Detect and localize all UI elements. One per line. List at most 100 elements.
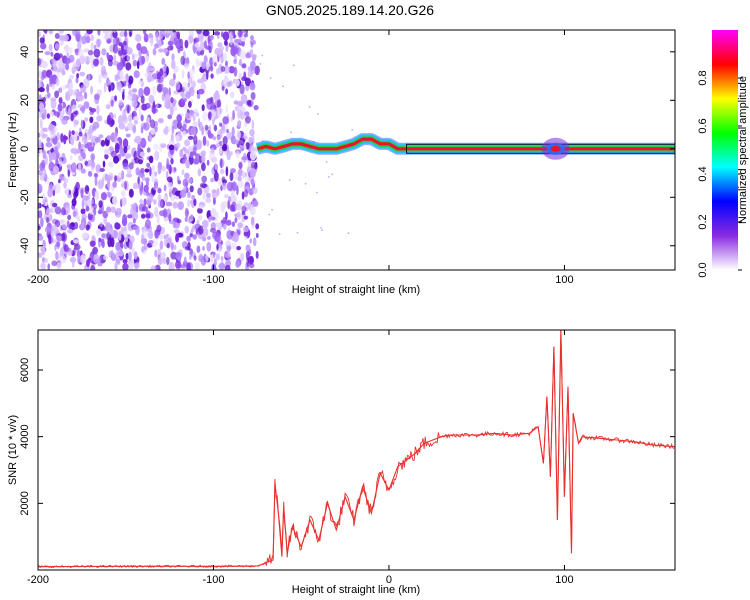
noise-blob	[224, 264, 231, 270]
noise-blob	[58, 30, 65, 35]
noise-blob	[151, 164, 155, 175]
noise-blob	[83, 101, 90, 109]
noise-blob	[215, 248, 222, 253]
noise-blob	[44, 226, 51, 233]
noise-blob	[176, 31, 181, 40]
noise-blob	[81, 232, 89, 239]
noise-blob	[100, 139, 106, 147]
chart-title: GN05.2025.189.14.20.G26	[266, 2, 434, 18]
noise-blob	[197, 187, 203, 196]
noise-blob	[189, 68, 196, 75]
noise-blob	[61, 219, 67, 230]
noise-blob	[54, 90, 59, 99]
noise-blob	[231, 221, 236, 227]
noise-blob	[316, 191, 318, 194]
noise-blob	[132, 59, 138, 67]
noise-blob	[77, 40, 82, 51]
noise-blob	[164, 125, 169, 136]
noise-blob	[171, 53, 175, 62]
noise-blob	[201, 162, 206, 172]
noise-blob	[163, 47, 168, 54]
noise-blob	[93, 48, 101, 58]
noise-blob	[141, 213, 146, 219]
noise-blob	[84, 117, 89, 122]
noise-blob	[169, 78, 176, 87]
snr-x-tick-label: -100	[202, 574, 224, 586]
noise-blob	[170, 242, 174, 250]
noise-blob	[60, 133, 64, 143]
noise-blob	[121, 183, 125, 188]
noise-blob	[126, 55, 130, 61]
noise-blob	[89, 251, 95, 261]
noise-blob	[241, 191, 245, 200]
noise-blob	[228, 195, 232, 204]
noise-blob	[197, 204, 204, 209]
noise-blob	[47, 92, 51, 98]
noise-blob	[185, 158, 189, 168]
noise-blob	[96, 38, 101, 48]
noise-blob	[133, 251, 138, 260]
noise-blob	[50, 98, 57, 110]
noise-blob	[317, 113, 319, 115]
noise-blob	[189, 254, 192, 260]
noise-blob	[74, 110, 79, 116]
noise-blob	[52, 184, 57, 191]
noise-blob	[243, 215, 248, 220]
noise-blob	[101, 238, 105, 247]
noise-blob	[145, 213, 151, 219]
noise-blob	[243, 144, 247, 150]
noise-blob	[235, 150, 240, 159]
snr-noise-trace	[38, 330, 675, 569]
noise-blob	[132, 225, 139, 230]
noise-blob	[172, 201, 178, 209]
noise-blob	[140, 46, 148, 55]
noise-blob	[143, 243, 148, 251]
noise-blob	[239, 137, 245, 146]
noise-blob	[57, 103, 63, 112]
noise-blob	[150, 265, 157, 270]
noise-blob	[175, 190, 182, 197]
noise-blob	[106, 114, 112, 125]
noise-blob	[90, 85, 93, 95]
spectrogram-x-tick-label: -200	[27, 274, 49, 286]
noise-blob	[117, 50, 123, 56]
noise-blob	[72, 210, 77, 218]
noise-blob	[138, 169, 144, 178]
noise-blob	[238, 59, 242, 66]
noise-blob	[173, 229, 180, 234]
noise-blob	[67, 169, 71, 177]
noise-blob	[99, 255, 102, 261]
noise-blob	[245, 142, 250, 150]
noise-blob	[184, 139, 191, 147]
noise-blob	[38, 132, 41, 138]
noise-blob	[154, 150, 160, 161]
noise-blob	[165, 201, 173, 207]
noise-blob	[44, 108, 47, 119]
noise-blob	[184, 225, 190, 234]
noise-blob	[143, 122, 150, 131]
noise-blob	[97, 30, 101, 36]
noise-blob	[296, 231, 299, 234]
noise-blob	[156, 103, 159, 110]
noise-blob	[55, 77, 60, 87]
noise-blob	[106, 135, 112, 141]
noise-blob	[331, 173, 334, 176]
noise-blob	[64, 57, 71, 65]
noise-blob	[183, 149, 189, 154]
noise-blob	[89, 206, 93, 215]
noise-blob	[193, 113, 197, 118]
noise-blob	[214, 232, 221, 243]
noise-blob	[200, 151, 203, 158]
noise-blob	[49, 74, 53, 85]
noise-blob	[121, 109, 127, 120]
noise-blob	[122, 91, 125, 101]
noise-blob	[61, 69, 66, 76]
noise-blob	[210, 73, 214, 79]
noise-blob	[193, 158, 200, 165]
noise-blob	[194, 262, 200, 270]
noise-blob	[110, 32, 113, 43]
noise-blob	[184, 207, 189, 218]
noise-blob	[156, 224, 162, 233]
noise-blob	[125, 62, 132, 71]
